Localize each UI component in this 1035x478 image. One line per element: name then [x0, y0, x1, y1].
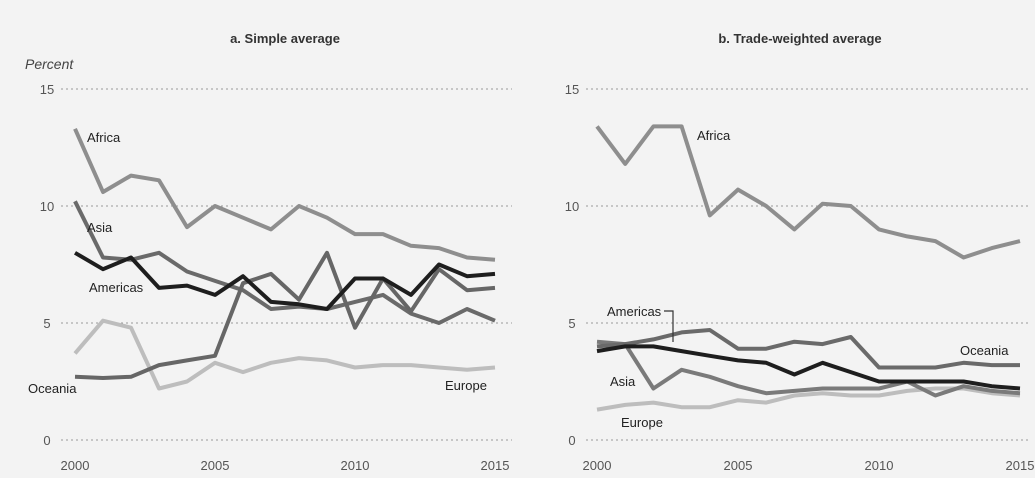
series-label-americas: Americas: [607, 304, 662, 319]
series-label-oceania: Oceania: [960, 343, 1009, 358]
series-line-africa: [595, 124, 1021, 260]
series-label-africa: Africa: [697, 128, 731, 143]
y-tick-label: 15: [565, 82, 579, 97]
series-line-americas: [596, 328, 1020, 370]
y-tick-label: 10: [565, 199, 579, 214]
series-label-asia: Asia: [87, 220, 113, 235]
x-tick-label: 2005: [724, 458, 753, 473]
x-tick-label: 2010: [341, 458, 370, 473]
series-line-africa: [73, 127, 496, 262]
series-line-europe: [73, 318, 496, 391]
y-tick-label: 0: [43, 433, 50, 448]
x-tick-label: 2000: [583, 458, 612, 473]
y-tick-label: 5: [568, 316, 575, 331]
x-tick-label: 2010: [865, 458, 894, 473]
series-line-europe: [596, 386, 1021, 412]
chart-title: a. Simple average: [230, 31, 340, 46]
series-label-oceania: Oceania: [28, 381, 77, 396]
y-tick-label: 15: [40, 82, 54, 97]
y-tick-label: 5: [43, 316, 50, 331]
series-label-africa: Africa: [87, 130, 121, 145]
y-tick-label: 10: [40, 199, 54, 214]
y-tick-label: 0: [568, 433, 575, 448]
chart-title: b. Trade-weighted average: [718, 31, 881, 46]
panel-trade-weighted-average: b. Trade-weighted average 0 5 10 15 2000 2005 2…: [565, 31, 1035, 473]
label-leader-line: [664, 310, 674, 342]
y-axis-label: Percent: [25, 56, 74, 72]
x-tick-label: 2015: [1006, 458, 1035, 473]
series-label-americas: Americas: [89, 280, 144, 295]
panel-simple-average: a. Simple average Percent 0 5 10 15 2000 2005 20…: [25, 31, 512, 473]
x-tick-label: 2015: [481, 458, 510, 473]
series-label-asia: Asia: [610, 374, 636, 389]
series-label-europe: Europe: [445, 378, 487, 393]
series-line-asia: [73, 200, 496, 325]
series-line-asia: [596, 339, 1021, 398]
x-tick-label: 2000: [61, 458, 90, 473]
series-line-americas: [73, 251, 496, 311]
series-line-oceania: [74, 250, 496, 380]
series-line-oceania: [596, 344, 1021, 391]
series-label-europe: Europe: [621, 415, 663, 430]
x-tick-label: 2005: [201, 458, 230, 473]
